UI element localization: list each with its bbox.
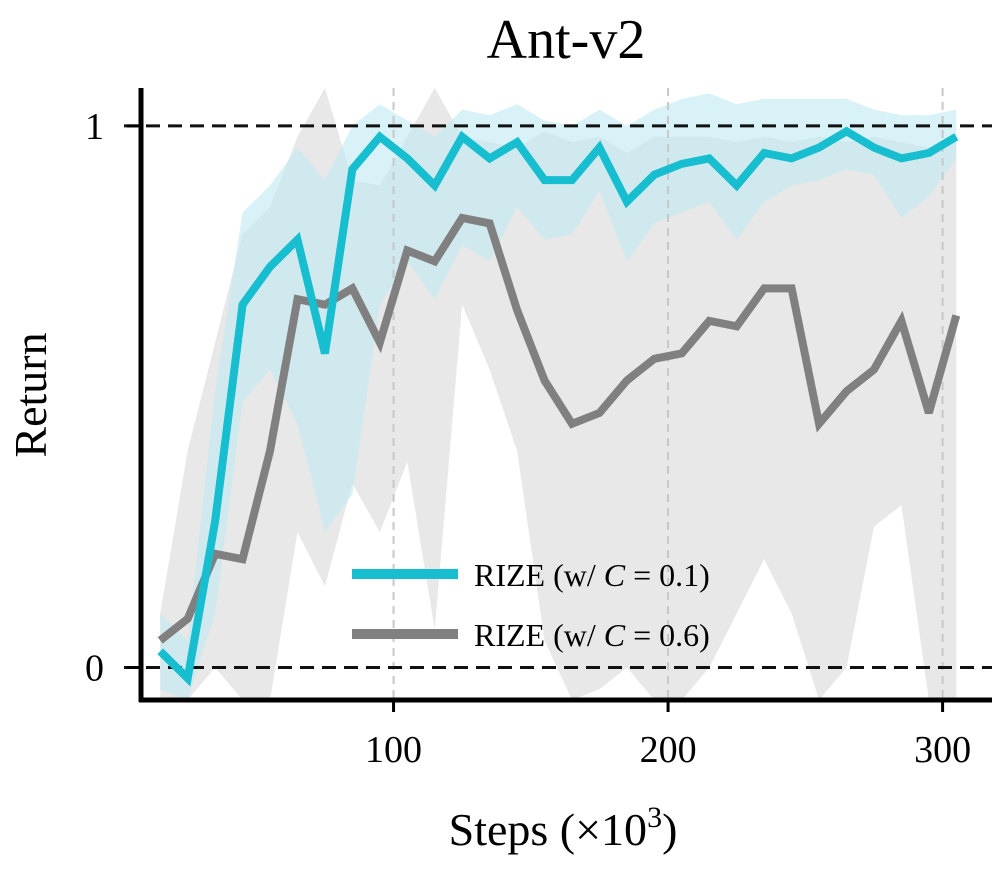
ticks: 100 200 300 0 1 [85, 106, 971, 771]
reference-lines [124, 124, 992, 670]
x-tick-label-300: 300 [914, 729, 971, 771]
legend-label-c06: RIZE (w/ C = 0.6) [474, 617, 710, 653]
legend-label-c06-var: C [604, 617, 626, 653]
confidence-bands [160, 88, 957, 700]
series-lines [157, 126, 961, 687]
confidence-band-c01 [160, 93, 957, 700]
x-axis-label-exponent: 3 [647, 801, 662, 834]
series-line-c01 [157, 126, 959, 687]
legend-label-c01-var: C [604, 557, 626, 593]
series-line-c06 [157, 213, 961, 644]
x-tick-label-100: 100 [365, 729, 422, 771]
chart-title: Ant-v2 [487, 9, 646, 71]
y-axis-label: Return [5, 332, 56, 457]
legend-label-c01-suffix: = 0.1) [625, 557, 710, 593]
legend-label-c06-prefix: RIZE (w/ [474, 617, 604, 653]
x-axis-label-close: ) [662, 804, 677, 855]
legend: RIZE (w/ C = 0.1) RIZE (w/ C = 0.6) [352, 557, 710, 653]
legend-label-c01: RIZE (w/ C = 0.1) [474, 557, 710, 593]
x-axis-label: Steps (×103) [449, 801, 678, 855]
legend-label-c01-prefix: RIZE (w/ [474, 557, 604, 593]
axes [138, 88, 992, 703]
legend-label-c06-suffix: = 0.6) [625, 617, 710, 653]
x-grid [392, 88, 944, 700]
x-axis-label-main: Steps (×10 [449, 804, 647, 855]
y-tick-label-1: 1 [85, 106, 104, 148]
y-tick-label-0: 0 [85, 648, 104, 690]
x-tick-label-200: 200 [640, 729, 697, 771]
